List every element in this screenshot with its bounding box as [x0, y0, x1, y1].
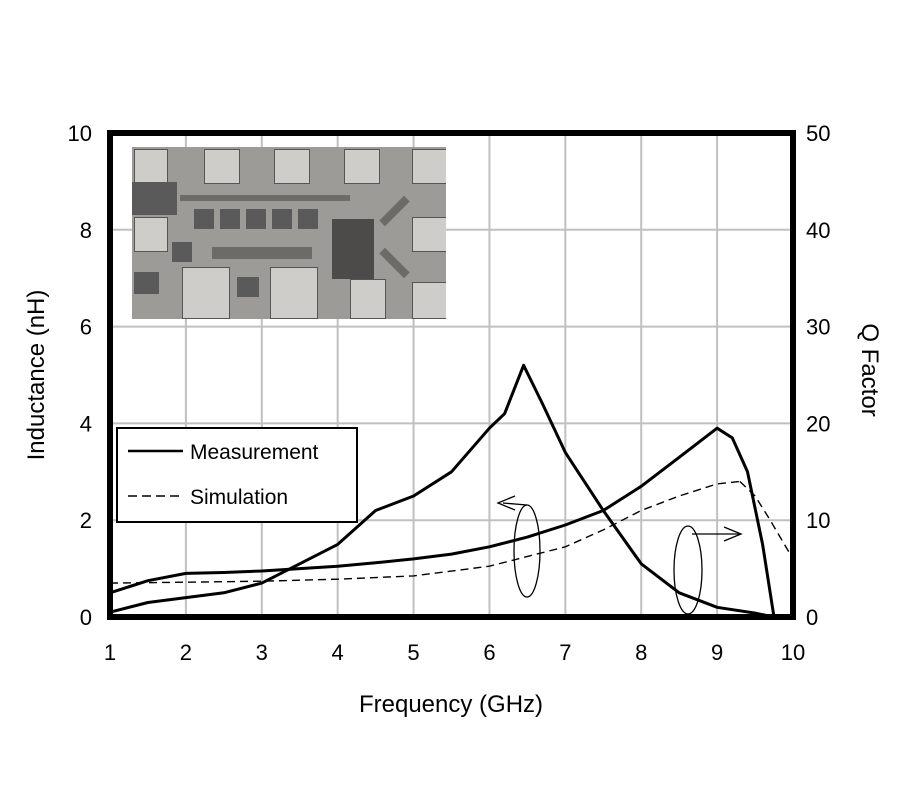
- right-arrow-head: [723, 526, 743, 542]
- data-curves: [109, 363, 794, 619]
- plot-frame: [107, 130, 796, 620]
- x-tick: 2: [180, 640, 192, 665]
- y-tick: 6: [80, 315, 92, 340]
- measurement-inductance-curve: [109, 426, 776, 618]
- x-tick: 7: [559, 640, 571, 665]
- y2-tick: 40: [806, 218, 830, 243]
- chip-micrograph-inset: [132, 147, 446, 319]
- y-tick: 10: [68, 121, 92, 146]
- y2-axis-label: Q Factor: [856, 323, 883, 416]
- y-tick: 0: [80, 605, 92, 630]
- left-arrow-line: [502, 502, 528, 506]
- measurement-q-factor-curve: [109, 363, 775, 619]
- left-arrow-head: [496, 495, 516, 511]
- x-axis-label: Frequency (GHz): [359, 691, 543, 718]
- legend: Measurement Simulation: [116, 427, 358, 523]
- legend-simulation: Simulation: [190, 486, 288, 509]
- y2-tick: 10: [806, 508, 830, 533]
- y-tick-labels: 0 2 4 6 8 10: [68, 121, 92, 630]
- y2-tick: 30: [806, 315, 830, 340]
- x-tick: 9: [711, 640, 723, 665]
- x-tick: 10: [781, 640, 805, 665]
- simulation-q-factor-curve: [739, 480, 794, 560]
- x-tick: 1: [104, 640, 116, 665]
- y2-tick: 50: [806, 121, 830, 146]
- x-tick: 6: [483, 640, 495, 665]
- x-tick: 5: [407, 640, 419, 665]
- legend-measurement: Measurement: [190, 441, 319, 464]
- y2-tick: 0: [806, 605, 818, 630]
- y2-tick-labels: 0 10 20 30 40 50: [806, 121, 830, 630]
- q-ellipse: [673, 525, 703, 615]
- legend-box: [116, 427, 358, 523]
- x-tick: 3: [256, 640, 268, 665]
- x-tick-labels: 1 2 3 4 5 6 7 8 9 10: [104, 640, 805, 665]
- axis-annotations: [496, 495, 743, 615]
- inductance-ellipse: [513, 504, 541, 598]
- y-tick: 2: [80, 508, 92, 533]
- y-tick: 4: [80, 411, 92, 436]
- x-tick: 8: [635, 640, 647, 665]
- y2-tick: 20: [806, 411, 830, 436]
- y-axis-label: Inductance (nH): [23, 290, 50, 461]
- x-tick: 4: [332, 640, 344, 665]
- y-tick: 8: [80, 218, 92, 243]
- simulation-inductance-curve: [109, 480, 740, 584]
